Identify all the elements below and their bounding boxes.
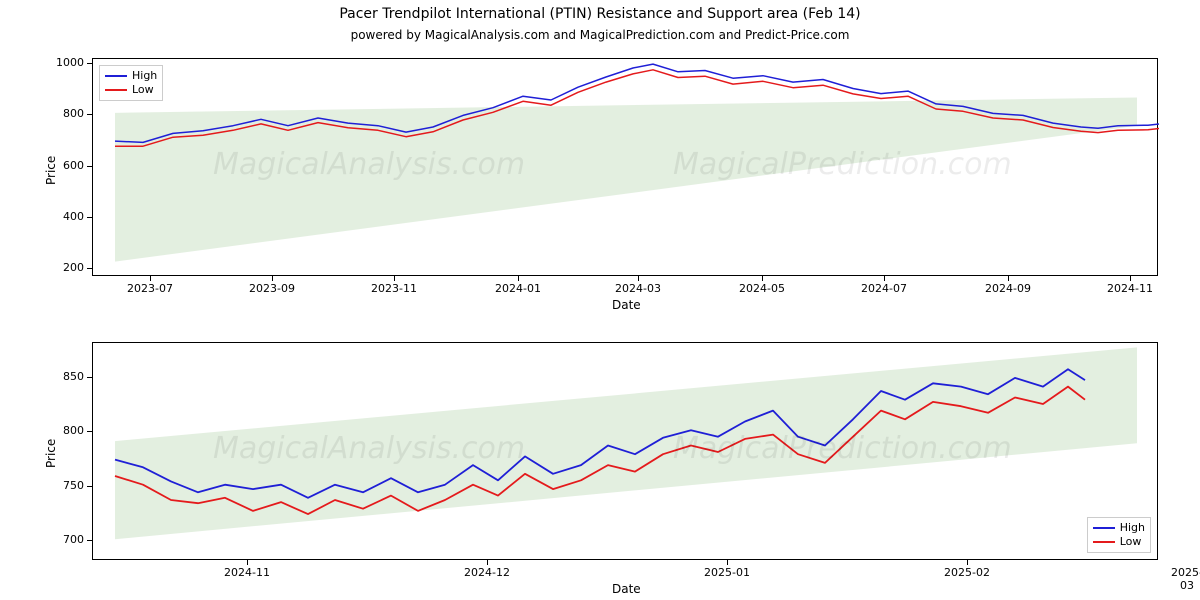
legend-swatch-high	[105, 75, 127, 77]
x-tick-mark	[247, 560, 248, 565]
x-tick-label: 2024-05	[739, 282, 785, 295]
x-tick-mark	[394, 276, 395, 281]
y-tick-label: 400	[48, 210, 84, 223]
y-tick-mark	[87, 540, 92, 541]
y-tick-mark	[87, 217, 92, 218]
y-tick-label: 850	[48, 370, 84, 383]
x-tick-label: 2024-11	[1107, 282, 1153, 295]
x-tick-mark	[487, 560, 488, 565]
chart-panel-bottom: MagicalAnalysis.com MagicalPrediction.co…	[92, 342, 1158, 560]
x-tick-label: 2024-03	[615, 282, 661, 295]
x-tick-label: 2023-07	[127, 282, 173, 295]
x-tick-mark	[1008, 276, 1009, 281]
y-tick-label: 200	[48, 261, 84, 274]
y-tick-label: 600	[48, 159, 84, 172]
legend-label: Low	[1120, 535, 1142, 549]
chart-svg-bottom	[93, 343, 1159, 561]
y-tick-label: 1000	[48, 56, 84, 69]
x-tick-mark	[150, 276, 151, 281]
legend-top: High Low	[99, 65, 163, 101]
legend-swatch-low	[105, 89, 127, 91]
x-tick-label: 2024-09	[985, 282, 1031, 295]
y-axis-label: Price	[44, 439, 58, 468]
x-tick-mark	[967, 560, 968, 565]
legend-swatch-low	[1093, 541, 1115, 543]
x-tick-mark	[884, 276, 885, 281]
legend-item-high: High	[1093, 521, 1145, 535]
chart-subtitle: powered by MagicalAnalysis.com and Magic…	[0, 28, 1200, 42]
legend-label: High	[132, 69, 157, 83]
y-tick-mark	[87, 166, 92, 167]
legend-item-low: Low	[1093, 535, 1145, 549]
chart-title: Pacer Trendpilot International (PTIN) Re…	[0, 6, 1200, 22]
y-tick-mark	[87, 377, 92, 378]
x-tick-mark	[272, 276, 273, 281]
y-tick-mark	[87, 268, 92, 269]
x-tick-label: 2025-01	[704, 566, 750, 579]
x-tick-label: 2024-01	[495, 282, 541, 295]
legend-bottom: High Low	[1087, 517, 1151, 553]
y-tick-label: 750	[48, 479, 84, 492]
y-tick-mark	[87, 63, 92, 64]
legend-label: Low	[132, 83, 154, 97]
x-tick-label: 2024-11	[224, 566, 270, 579]
chart-svg-top	[93, 59, 1159, 277]
x-tick-mark	[762, 276, 763, 281]
chart-panel-top: MagicalAnalysis.com MagicalPrediction.co…	[92, 58, 1158, 276]
x-tick-mark	[1130, 276, 1131, 281]
x-tick-mark	[638, 276, 639, 281]
y-tick-label: 700	[48, 533, 84, 546]
y-tick-mark	[87, 114, 92, 115]
x-tick-label: 2025-02	[944, 566, 990, 579]
x-tick-mark	[727, 560, 728, 565]
x-tick-label: 2023-11	[371, 282, 417, 295]
x-tick-label: 2025-03	[1171, 566, 1200, 592]
x-tick-label: 2024-07	[861, 282, 907, 295]
x-axis-label: Date	[612, 298, 641, 312]
x-tick-mark	[518, 276, 519, 281]
figure: { "title": { "main": "Pacer Trendpilot I…	[0, 0, 1200, 600]
x-axis-label: Date	[612, 582, 641, 596]
legend-item-high: High	[105, 69, 157, 83]
legend-swatch-high	[1093, 527, 1115, 529]
y-tick-label: 800	[48, 424, 84, 437]
legend-item-low: Low	[105, 83, 157, 97]
y-tick-mark	[87, 431, 92, 432]
y-tick-mark	[87, 486, 92, 487]
x-tick-label: 2024-12	[464, 566, 510, 579]
legend-label: High	[1120, 521, 1145, 535]
x-tick-label: 2023-09	[249, 282, 295, 295]
y-tick-label: 800	[48, 107, 84, 120]
